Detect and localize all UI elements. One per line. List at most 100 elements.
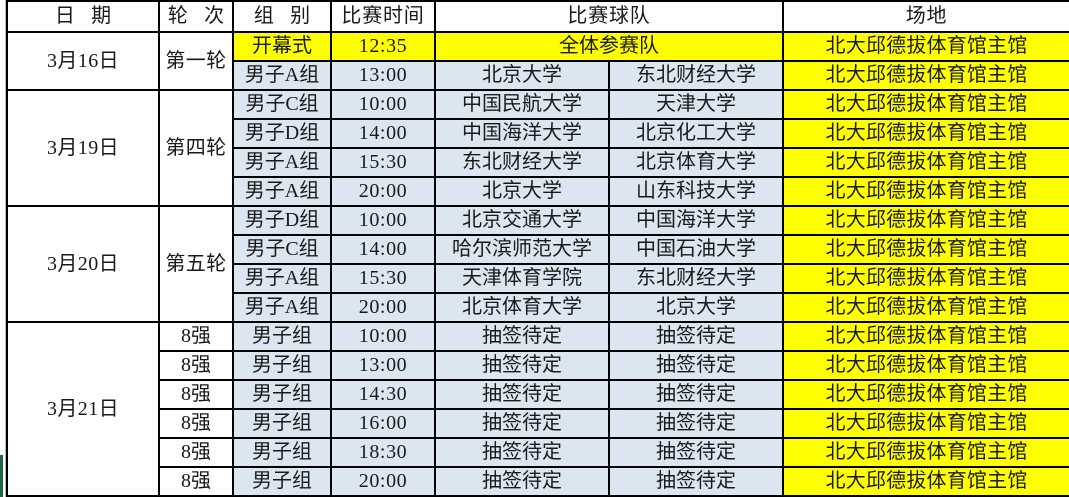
cell-team-a: 抽签待定: [434, 466, 610, 497]
cell-date: 3月21日: [6, 321, 160, 497]
cell-venue: 北大邱德拔体育馆主馆: [782, 466, 1069, 497]
cell-group: 男子A组: [232, 292, 332, 323]
match-schedule-table: 日 期 轮 次 组 别 比赛时间 比赛球队 场地 3月16日 第一轮 开幕式 12:3…: [6, 0, 1069, 497]
table-header: 日 期 轮 次 组 别 比赛时间 比赛球队 场地: [6, 0, 1069, 33]
cell-venue: 北大邱德拔体育馆主馆: [782, 263, 1069, 294]
cell-date: 3月16日: [6, 31, 160, 91]
cell-time: 14:00: [330, 234, 436, 265]
cell-time: 20:00: [330, 292, 436, 323]
sheet-edge-accent: [0, 455, 3, 497]
cell-venue: 北大邱德拔体育馆主馆: [782, 292, 1069, 323]
cell-team-b: 抽签待定: [607, 437, 785, 468]
cell-team-b: 抽签待定: [607, 379, 785, 410]
cell-teams-all: 全体参赛队: [433, 31, 785, 62]
cell-team-b: 抽签待定: [607, 408, 785, 439]
cell-time: 12:35: [330, 31, 436, 62]
column-header-time: 比赛时间: [330, 0, 436, 33]
cell-venue: 北大邱德拔体育馆主馆: [782, 205, 1069, 236]
column-header-date: 日 期: [6, 0, 160, 33]
cell-venue: 北大邱德拔体育馆主馆: [782, 379, 1069, 410]
table-body: 3月16日 第一轮 开幕式 12:35 全体参赛队 北大邱德拔体育馆主馆 男子A组 13:00…: [6, 31, 1069, 497]
cell-group: 男子组: [232, 350, 332, 381]
table-row: 3月19日 第四轮 男子C组 10:00 中国民航大学 天津大学 北大邱德拔体育馆主馆: [6, 89, 1069, 207]
cell-round: 第一轮: [158, 31, 234, 91]
cell-team-b: 北京体育大学: [607, 147, 785, 178]
cell-team-b: 北京大学: [607, 292, 785, 323]
cell-venue: 北大邱德拔体育馆主馆: [782, 60, 1069, 91]
table-row: 男子A组 13:00 北京大学 东北财经大学 北大邱德拔体育馆主馆: [7, 60, 1069, 91]
table-row: 8强 男子组 20:00 抽签待定 抽签待定 北大邱德拔体育馆主馆: [7, 466, 1069, 497]
table-row: 8强 男子组 14:30 抽签待定 抽签待定 北大邱德拔体育馆主馆: [7, 379, 1069, 410]
cell-group: 男子D组: [232, 205, 332, 236]
cell-team-a: 中国民航大学: [434, 89, 610, 120]
table-row: 8强 男子组 18:30 抽签待定 抽签待定 北大邱德拔体育馆主馆: [7, 437, 1069, 468]
column-header-venue: 场地: [782, 0, 1069, 33]
cell-team-a: 天津体育学院: [434, 263, 610, 294]
table-row: 男子A组 15:30 东北财经大学 北京体育大学 北大邱德拔体育馆主馆: [7, 147, 1069, 178]
cell-group: 男子组: [232, 379, 332, 410]
column-header-round: 轮 次: [158, 0, 234, 33]
header-row: 日 期 轮 次 组 别 比赛时间 比赛球队 场地: [6, 0, 1069, 33]
cell-time: 14:30: [330, 379, 436, 410]
cell-time: 13:00: [330, 350, 436, 381]
cell-time: 18:30: [330, 437, 436, 468]
row-header-gutter: [0, 0, 6, 497]
cell-team-a: 北京体育大学: [434, 292, 610, 323]
cell-team-a: 抽签待定: [434, 437, 610, 468]
column-header-group: 组 别: [232, 0, 332, 33]
cell-round: 8强: [158, 466, 234, 497]
table-row: 男子D组 14:00 中国海洋大学 北京化工大学 北大邱德拔体育馆主馆: [7, 118, 1069, 149]
cell-venue: 北大邱德拔体育馆主馆: [782, 89, 1069, 120]
cell-team-a: 哈尔滨师范大学: [434, 234, 610, 265]
cell-round: 第五轮: [158, 205, 234, 323]
cell-group: 男子A组: [232, 147, 332, 178]
cell-venue: 北大邱德拔体育馆主馆: [782, 408, 1069, 439]
cell-time: 15:30: [330, 263, 436, 294]
cell-team-b: 东北财经大学: [607, 263, 785, 294]
cell-group: 男子D组: [232, 118, 332, 149]
cell-group: 开幕式: [232, 31, 332, 62]
cell-team-b: 中国海洋大学: [607, 205, 785, 236]
cell-team-a: 北京大学: [434, 176, 610, 207]
cell-round: 8强: [158, 321, 234, 352]
table-row: 8强 男子组 13:00 抽签待定 抽签待定 北大邱德拔体育馆主馆: [7, 350, 1069, 381]
cell-group: 男子C组: [232, 234, 332, 265]
cell-team-a: 抽签待定: [434, 321, 610, 352]
table-row: 8强 男子组 16:00 抽签待定 抽签待定 北大邱德拔体育馆主馆: [7, 408, 1069, 439]
cell-time: 16:00: [330, 408, 436, 439]
cell-team-b: 天津大学: [607, 89, 785, 120]
cell-group: 男子C组: [232, 89, 332, 120]
cell-team-a: 抽签待定: [434, 379, 610, 410]
table-row: 男子A组 20:00 北京体育大学 北京大学 北大邱德拔体育馆主馆: [7, 292, 1069, 323]
cell-team-a: 中国海洋大学: [434, 118, 610, 149]
cell-date: 3月19日: [6, 89, 160, 207]
cell-time: 20:00: [330, 466, 436, 497]
cell-time: 10:00: [330, 89, 436, 120]
cell-round: 8强: [158, 437, 234, 468]
cell-time: 20:00: [330, 176, 436, 207]
cell-team-b: 山东科技大学: [607, 176, 785, 207]
cell-date: 3月20日: [6, 205, 160, 323]
table-row: 3月20日 第五轮 男子D组 10:00 北京交通大学 中国海洋大学 北大邱德拔体育馆主馆: [6, 205, 1069, 323]
table-row: 3月16日 第一轮 开幕式 12:35 全体参赛队 北大邱德拔体育馆主馆: [6, 31, 1069, 91]
table-row: 男子A组 20:00 北京大学 山东科技大学 北大邱德拔体育馆主馆: [7, 176, 1069, 207]
cell-time: 14:00: [330, 118, 436, 149]
cell-group: 男子组: [232, 321, 332, 352]
cell-time: 10:00: [330, 205, 436, 236]
cell-team-b: 抽签待定: [607, 350, 785, 381]
cell-venue: 北大邱德拔体育馆主馆: [782, 321, 1069, 352]
cell-round: 8强: [158, 379, 234, 410]
cell-group: 男子A组: [232, 176, 332, 207]
table-row: 3月21日 8强 男子组 10:00 抽签待定 抽签待定 北大邱德拔体育馆主馆: [6, 321, 1069, 497]
column-header-teams: 比赛球队: [433, 0, 785, 33]
cell-venue: 北大邱德拔体育馆主馆: [782, 176, 1069, 207]
cell-group: 男子A组: [232, 263, 332, 294]
cell-group: 男子组: [232, 437, 332, 468]
table-row: 男子A组 15:30 天津体育学院 东北财经大学 北大邱德拔体育馆主馆: [7, 263, 1069, 294]
cell-round: 8强: [158, 350, 234, 381]
cell-time: 13:00: [330, 60, 436, 91]
cell-team-b: 中国石油大学: [607, 234, 785, 265]
cell-group: 男子A组: [232, 60, 332, 91]
cell-round: 第四轮: [158, 89, 234, 207]
